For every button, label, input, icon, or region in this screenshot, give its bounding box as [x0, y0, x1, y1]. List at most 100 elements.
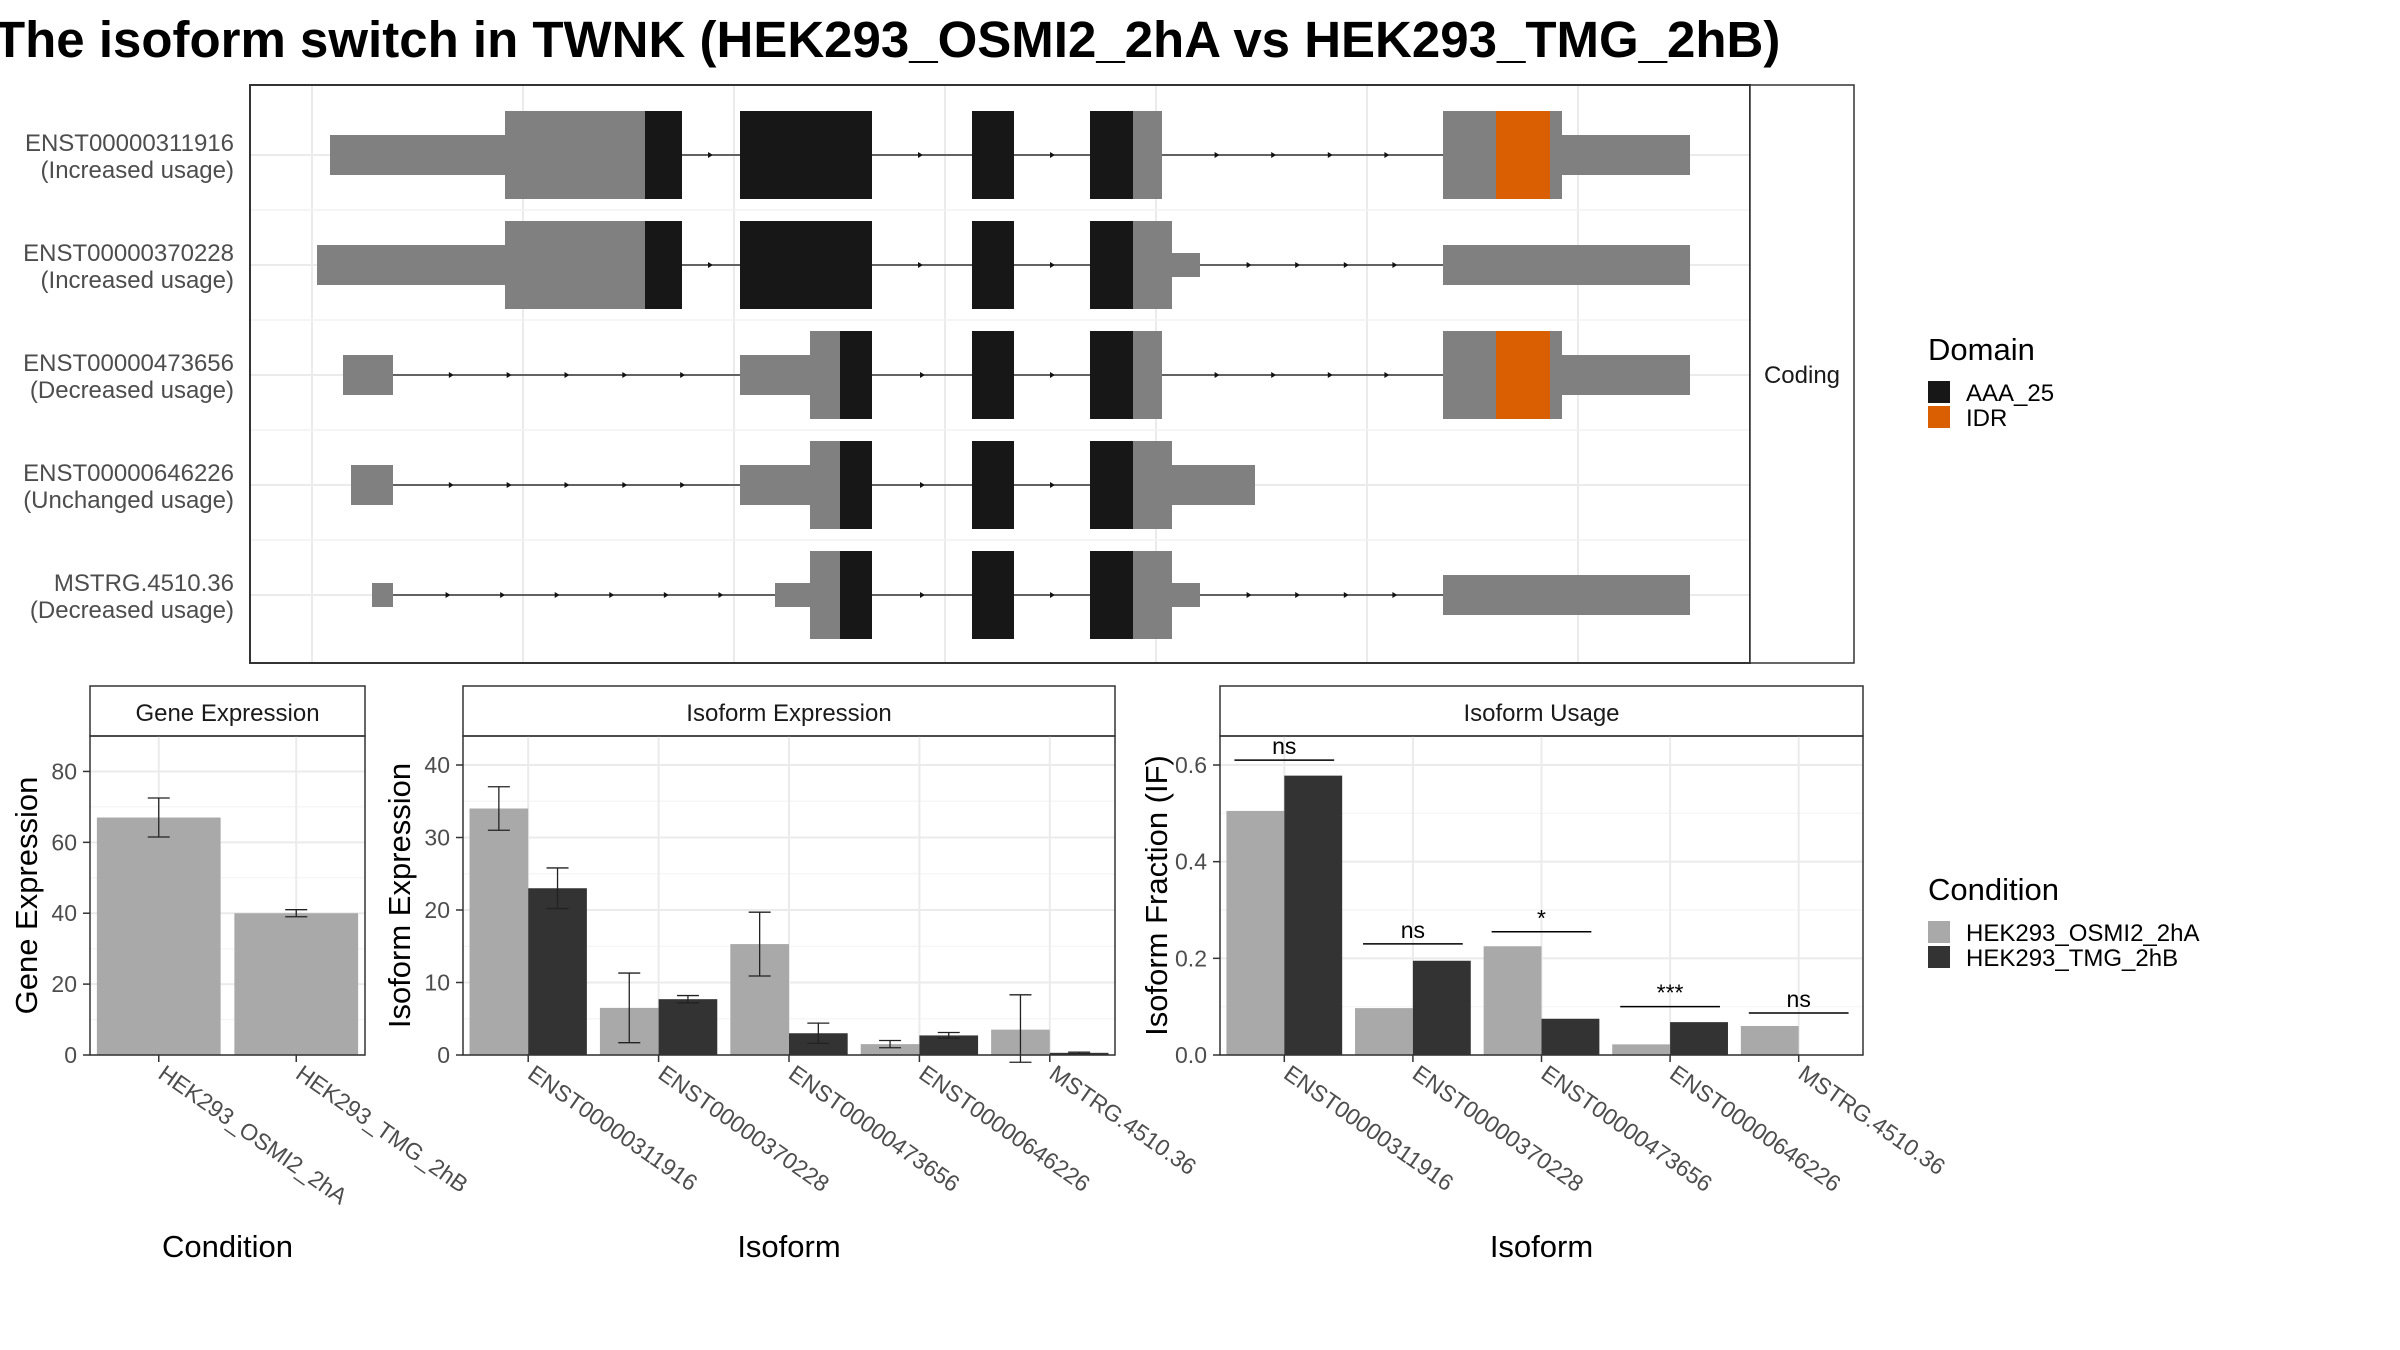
y-axis-title: Isoform Fraction (IF)	[1139, 755, 1174, 1036]
intron-arrow	[920, 482, 925, 488]
aaa25-domain-block	[840, 551, 872, 639]
bar	[1740, 1026, 1799, 1055]
isoform-status-label: (Increased usage)	[41, 267, 234, 294]
domain-legend: Domain AAA_25 IDR	[1928, 332, 2054, 432]
intron-arrow	[564, 482, 570, 488]
exon-block	[1443, 575, 1690, 615]
aaa25-domain-block	[645, 111, 682, 199]
intron-arrow	[500, 592, 506, 598]
y-tick-label: 0	[437, 1042, 450, 1068]
aaa25-domain-block	[645, 221, 682, 309]
aaa25-domain-block	[1090, 331, 1133, 419]
intron-arrow	[1271, 152, 1277, 158]
exon-block	[330, 135, 505, 175]
exon-block	[775, 583, 810, 607]
intron-arrow	[920, 372, 925, 378]
bar	[1612, 1044, 1671, 1055]
significance-label: ns	[1787, 986, 1811, 1012]
significance-label: ***	[1657, 980, 1684, 1006]
isoform-id-label: ENST00000370228	[23, 240, 234, 267]
intron-arrow	[506, 372, 512, 378]
panel-border	[89, 735, 366, 1056]
exon-block	[810, 331, 840, 419]
exon-block	[372, 583, 393, 607]
exon-block	[1562, 355, 1690, 395]
intron-arrow	[708, 262, 713, 268]
condition-legend: Condition HEK293_OSMI2_2hA HEK293_TMG_2h…	[1928, 872, 2199, 972]
bar	[528, 888, 587, 1055]
intron-arrow	[1050, 592, 1055, 598]
structure-strip	[1749, 84, 1855, 664]
intron-arrow	[920, 592, 925, 598]
panel-strip	[89, 685, 366, 737]
aaa25-domain-block	[972, 551, 1014, 639]
aaa25-domain-block	[840, 441, 872, 529]
intron-arrow	[1327, 372, 1333, 378]
exon-block	[351, 465, 393, 505]
intron-arrow	[718, 592, 724, 598]
transcript-structure-panel: Coding ENST00000311916(Increased usage)E…	[23, 84, 1855, 664]
exon-block	[810, 551, 840, 639]
aaa25-domain-block	[1090, 441, 1133, 529]
exon-block	[1443, 331, 1496, 419]
intron-arrow	[1295, 592, 1301, 598]
isoform-status-label: (Increased usage)	[41, 157, 234, 184]
isoform-id-label: ENST00000311916	[25, 130, 234, 157]
intron-arrow	[564, 372, 570, 378]
intron-arrow	[445, 592, 451, 598]
intron-arrow	[1392, 262, 1398, 268]
intron-arrow	[622, 372, 628, 378]
intron-arrow	[663, 592, 669, 598]
bar	[1284, 775, 1343, 1055]
exon-block	[1562, 135, 1690, 175]
transcript-3	[343, 331, 1690, 419]
exon-block	[1133, 551, 1172, 639]
bar	[658, 999, 718, 1055]
y-tick-label: 80	[51, 758, 77, 784]
transcript-5	[372, 551, 1690, 639]
bar	[789, 1033, 848, 1055]
condition-legend-title: Condition	[1928, 872, 2059, 907]
intron-arrow	[622, 482, 628, 488]
intron-arrow	[1050, 152, 1055, 158]
intron-arrow	[1384, 152, 1390, 158]
intron-arrow	[448, 372, 454, 378]
significance-label: ns	[1272, 733, 1296, 759]
y-tick-label: 30	[424, 825, 450, 851]
y-tick-label: 0.0	[1175, 1042, 1207, 1068]
intron-arrow	[1343, 592, 1349, 598]
aaa25-domain-block	[1090, 221, 1133, 309]
isoform-status-label: (Decreased usage)	[30, 597, 234, 624]
y-axis-title: Isoform Expression	[382, 763, 417, 1028]
y-tick-label: 10	[424, 970, 450, 996]
transcript-1	[330, 111, 1690, 199]
isoform-status-label: (Unchanged usage)	[23, 487, 234, 514]
exon-block	[505, 221, 645, 309]
intron-arrow	[554, 592, 560, 598]
exon-block	[1133, 441, 1172, 529]
structure-transcripts	[317, 111, 1690, 639]
intron-arrow	[1214, 152, 1220, 158]
y-tick-label: 20	[424, 897, 450, 923]
intron-arrow	[1343, 262, 1349, 268]
aaa25-domain-block	[740, 111, 872, 199]
bar	[234, 913, 359, 1055]
panel-strip-label: Isoform Expression	[686, 700, 891, 727]
aaa25-domain-block	[740, 221, 872, 309]
x-axis-title: Isoform	[737, 1229, 840, 1264]
bar	[1412, 960, 1471, 1055]
y-tick-label: 40	[424, 752, 450, 778]
intron-arrow	[1327, 152, 1333, 158]
bar	[919, 1035, 979, 1055]
intron-arrow	[1392, 592, 1398, 598]
intron-arrow	[1295, 262, 1301, 268]
y-tick-label: 60	[51, 829, 77, 855]
legend-label-idr: IDR	[1966, 405, 2007, 432]
aaa25-domain-block	[1090, 551, 1133, 639]
exon-block	[810, 441, 840, 529]
legend-label-osmi2: HEK293_OSMI2_2hA	[1966, 920, 2199, 947]
intron-arrow	[680, 482, 686, 488]
exon-block	[1550, 331, 1562, 419]
legend-label-aaa25: AAA_25	[1966, 380, 2054, 407]
aaa25-domain-block	[1090, 111, 1133, 199]
